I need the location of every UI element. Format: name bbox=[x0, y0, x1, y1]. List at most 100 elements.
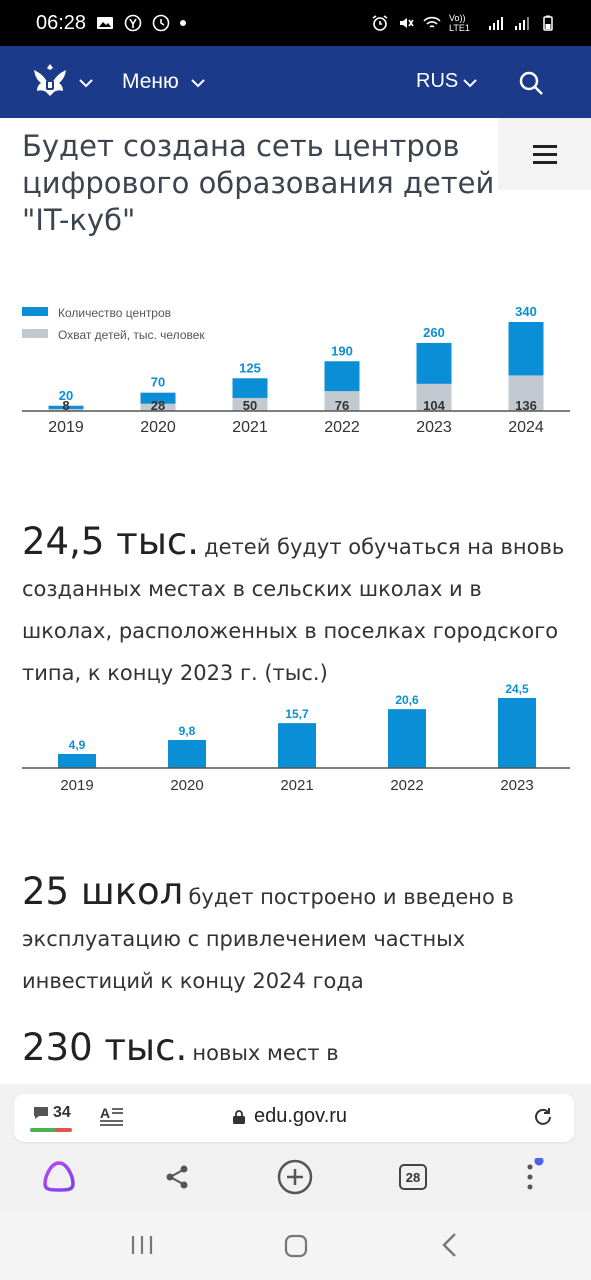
back-icon[interactable] bbox=[440, 1232, 460, 1258]
comments-button[interactable]: 34 bbox=[32, 1104, 71, 1122]
share-button[interactable] bbox=[158, 1158, 196, 1196]
data-label: 9,8 bbox=[179, 724, 196, 738]
notification-dot bbox=[180, 20, 187, 26]
battery-icon bbox=[543, 15, 553, 31]
data-label-children: 104 bbox=[423, 398, 445, 413]
alarm-icon bbox=[372, 15, 388, 31]
stat-children: 24,5 тыс. детей будут обучаться на вновь… bbox=[22, 518, 572, 695]
alice-icon bbox=[43, 1161, 75, 1192]
url-display[interactable]: edu.gov.ru bbox=[232, 1105, 347, 1128]
data-label-centers: 340 bbox=[515, 304, 537, 319]
gallery-icon bbox=[97, 17, 114, 29]
recent-apps-icon[interactable] bbox=[130, 1234, 154, 1256]
stat-text: новых мест в bbox=[192, 1041, 339, 1065]
new-tab-button[interactable] bbox=[276, 1158, 314, 1196]
x-tick-label: 2020 bbox=[170, 777, 203, 794]
x-tick-label: 2024 bbox=[508, 419, 544, 436]
status-time: 06:28 bbox=[36, 11, 87, 34]
stat-places: 230 тыс. новых мест в bbox=[22, 1024, 572, 1079]
data-label: 24,5 bbox=[505, 682, 529, 696]
bar bbox=[498, 698, 536, 768]
x-tick-label: 2022 bbox=[324, 419, 360, 436]
search-icon[interactable] bbox=[518, 70, 544, 96]
stat-text: будет построено и введено в эксплуатацию… bbox=[22, 885, 514, 993]
chevron-down-icon[interactable] bbox=[78, 78, 94, 88]
bar-children bbox=[140, 403, 176, 411]
hamburger-line bbox=[532, 144, 557, 148]
hamburger-line bbox=[532, 152, 557, 156]
address-bar-edge bbox=[566, 1096, 574, 1140]
more-menu-button[interactable] bbox=[512, 1158, 550, 1196]
data-label: 15,7 bbox=[285, 707, 309, 721]
signal-icon bbox=[489, 17, 503, 30]
bar-centers bbox=[48, 405, 84, 411]
system-navigation-bar bbox=[0, 1210, 591, 1280]
x-tick-label: 2022 bbox=[390, 777, 423, 794]
stat-number: 24,5 тыс. bbox=[22, 520, 200, 563]
x-tick-label: 2023 bbox=[500, 777, 533, 794]
bar bbox=[388, 709, 426, 768]
bar-children bbox=[232, 397, 268, 411]
x-tick-label: 2021 bbox=[232, 419, 268, 436]
hamburger-line bbox=[532, 160, 557, 164]
legend-swatch-children bbox=[22, 329, 48, 338]
data-label-children: 28 bbox=[151, 398, 165, 413]
x-tick-label: 2023 bbox=[416, 419, 452, 436]
data-label-children: 50 bbox=[243, 398, 257, 413]
bar bbox=[58, 754, 96, 768]
mute-icon bbox=[400, 18, 414, 28]
comment-icon bbox=[34, 1107, 48, 1119]
address-bar[interactable] bbox=[14, 1094, 574, 1142]
russia-emblem-icon[interactable] bbox=[28, 60, 72, 104]
lock-icon bbox=[233, 1109, 245, 1124]
more-vertical-icon bbox=[527, 1158, 544, 1190]
language-selector[interactable]: RUS bbox=[416, 70, 459, 92]
bar bbox=[168, 740, 206, 768]
data-label-centers: 70 bbox=[151, 375, 165, 390]
bar-children bbox=[324, 391, 360, 411]
bar-children bbox=[416, 383, 452, 411]
tabs-button[interactable]: 28 bbox=[394, 1158, 432, 1196]
stat-number: 230 тыс. bbox=[22, 1026, 188, 1069]
page-title: Будет создана сеть центров цифрового обр… bbox=[22, 129, 495, 237]
bar-children bbox=[48, 408, 84, 411]
reload-icon[interactable] bbox=[532, 1106, 554, 1128]
x-tick-label: 2020 bbox=[140, 419, 176, 436]
menu-button[interactable]: Меню bbox=[122, 70, 179, 93]
data-label: 4,9 bbox=[69, 738, 86, 752]
signal-icon-2 bbox=[515, 17, 529, 30]
x-tick-label: 2019 bbox=[60, 777, 93, 794]
rural-schools-chart: 4,9 2019 9,8 2020 15,7 2021 20,6 2022 24,5 2023 bbox=[22, 682, 570, 794]
yandex-icon bbox=[124, 14, 142, 32]
menu-chevron-icon[interactable] bbox=[190, 78, 206, 88]
language-chevron-icon[interactable] bbox=[462, 78, 478, 88]
x-tick-label: 2021 bbox=[280, 777, 313, 794]
site-header: Меню RUS bbox=[0, 46, 591, 118]
alice-assistant-button[interactable] bbox=[40, 1158, 78, 1196]
home-icon[interactable] bbox=[284, 1234, 308, 1258]
plus-circle-icon bbox=[277, 1159, 313, 1195]
data-label-centers: 190 bbox=[331, 343, 353, 358]
comment-count: 34 bbox=[53, 1104, 71, 1121]
data-label-centers: 125 bbox=[239, 360, 261, 375]
bar bbox=[278, 723, 316, 768]
data-label-centers: 20 bbox=[59, 388, 73, 403]
rating-bar bbox=[30, 1128, 72, 1132]
reader-mode-icon[interactable]: A bbox=[100, 1104, 124, 1126]
url-text: edu.gov.ru bbox=[254, 1105, 348, 1127]
stat-schools: 25 школ будет построено и введено в эксп… bbox=[22, 872, 572, 1003]
x-tick-label: 2019 bbox=[48, 419, 84, 436]
data-label-children: 8 bbox=[62, 398, 69, 413]
network-label: Vo)) LTE1 bbox=[449, 13, 470, 33]
tabs-count: 28 bbox=[399, 1164, 427, 1190]
data-label-centers: 260 bbox=[423, 325, 445, 340]
bar-children bbox=[508, 375, 544, 411]
legend-swatch-centers bbox=[22, 307, 48, 316]
legend-label-children: Охват детей, тыс. человек bbox=[58, 328, 205, 342]
data-label-children: 136 bbox=[515, 398, 537, 413]
hamburger-menu-button[interactable] bbox=[498, 118, 591, 190]
data-label-children: 76 bbox=[335, 398, 349, 413]
centers-chart: Количество центров Охват детей, тыс. чело… bbox=[22, 304, 570, 436]
stat-number: 25 школ bbox=[22, 870, 184, 913]
share-icon bbox=[166, 1165, 188, 1189]
